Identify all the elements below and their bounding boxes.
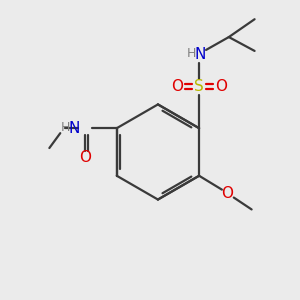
Text: O: O	[79, 150, 91, 165]
Text: N: N	[194, 47, 206, 62]
Text: H: H	[61, 121, 70, 134]
Text: O: O	[171, 79, 183, 94]
Text: O: O	[215, 79, 227, 94]
Text: S: S	[194, 79, 204, 94]
Text: H: H	[187, 47, 196, 60]
Text: N: N	[68, 121, 80, 136]
Text: O: O	[221, 186, 233, 201]
